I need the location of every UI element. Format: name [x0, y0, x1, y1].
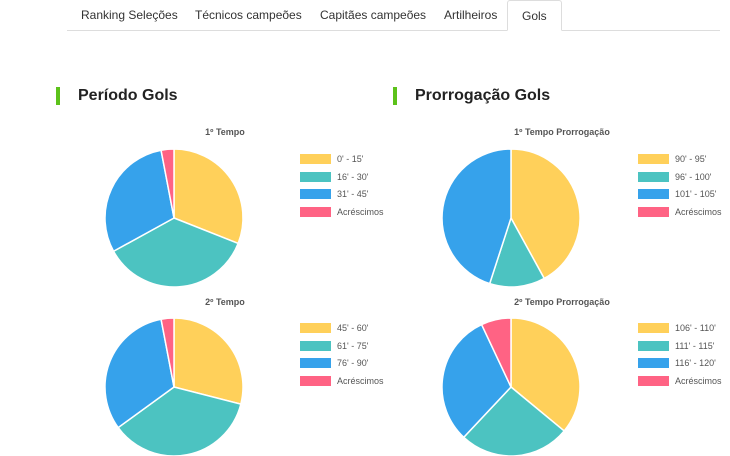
legend-label: 61' - 75': [337, 340, 369, 351]
legend-label: 16' - 30': [337, 171, 369, 182]
legend-label: 76' - 90': [337, 358, 369, 368]
tab-ranking-selecoes[interactable]: Ranking Seleções: [81, 8, 178, 22]
legend-label: 106' - 110': [675, 323, 716, 333]
section-title-prorrogacao: Prorrogação Gols: [415, 87, 551, 104]
legend-swatch: [638, 189, 669, 199]
pie-chart-1-tempo-prorrogacao: [441, 148, 581, 288]
legend-label: Acréscimos: [675, 375, 722, 386]
legend-label: 90' - 95': [675, 154, 707, 164]
legend-label: 31' - 45': [337, 189, 369, 199]
tab-tecnicos-campeoes[interactable]: Técnicos campeões: [195, 8, 302, 22]
chart-title: 1º Tempo Prorrogação: [514, 127, 610, 137]
legend-swatch: [638, 375, 669, 386]
legend-swatch: [300, 375, 331, 386]
legend-swatch: [638, 206, 669, 217]
chart-title: 2º Tempo: [205, 297, 245, 307]
section-accent-bar: [56, 87, 60, 105]
pie-slice[interactable]: [160, 148, 175, 219]
legend-label: 0' - 15': [337, 154, 364, 164]
pie-slice[interactable]: [441, 148, 512, 285]
legend-swatch: [638, 340, 669, 351]
tab-bar: Ranking Seleções Técnicos campeões Capit…: [67, 0, 720, 31]
legend-swatch: [300, 340, 331, 351]
legend-label: Acréscimos: [337, 375, 384, 386]
section-title-periodo: Período Gols: [78, 87, 178, 104]
legend-label: 116' - 120': [675, 358, 716, 368]
chart-title: 2º Tempo Prorrogação: [514, 297, 610, 307]
legend-swatch: [300, 154, 331, 164]
legend-label: 111' - 115': [675, 340, 715, 351]
legend-label: 45' - 60': [337, 323, 369, 333]
pie-chart-1-tempo: [104, 148, 244, 288]
section-accent-bar: [393, 87, 397, 105]
legend-swatch: [638, 323, 669, 333]
pie-chart-2-tempo-prorrogacao: [441, 317, 581, 456]
legend-swatch: [638, 154, 669, 164]
legend-label: 101' - 105': [675, 189, 717, 199]
pie-slice[interactable]: [173, 148, 244, 245]
legend-swatch: [300, 171, 331, 182]
pie-slice[interactable]: [510, 148, 581, 280]
legend-label: 96' - 100': [675, 171, 712, 182]
pie-slice[interactable]: [112, 217, 240, 288]
legend-swatch: [638, 171, 669, 182]
tab-artilheiros[interactable]: Artilheiros: [444, 8, 498, 22]
pie-slice[interactable]: [160, 317, 175, 388]
pie-slice[interactable]: [104, 149, 175, 253]
pie-chart-2-tempo: [104, 317, 244, 456]
legend-label: Acréscimos: [337, 206, 384, 217]
tab-capitaes-campeoes[interactable]: Capitães campeões: [320, 8, 427, 22]
legend-swatch: [300, 323, 331, 333]
pie-slice[interactable]: [173, 317, 244, 406]
legend-label: Acréscimos: [675, 206, 722, 217]
tab-gols[interactable]: Gols: [507, 0, 562, 31]
legend-swatch: [300, 358, 331, 368]
legend-swatch: [300, 206, 331, 217]
pie-slice[interactable]: [488, 216, 546, 288]
pie-slice[interactable]: [480, 317, 512, 388]
chart-title: 1º Tempo: [205, 127, 245, 137]
legend-swatch: [300, 189, 331, 199]
legend-swatch: [638, 358, 669, 368]
